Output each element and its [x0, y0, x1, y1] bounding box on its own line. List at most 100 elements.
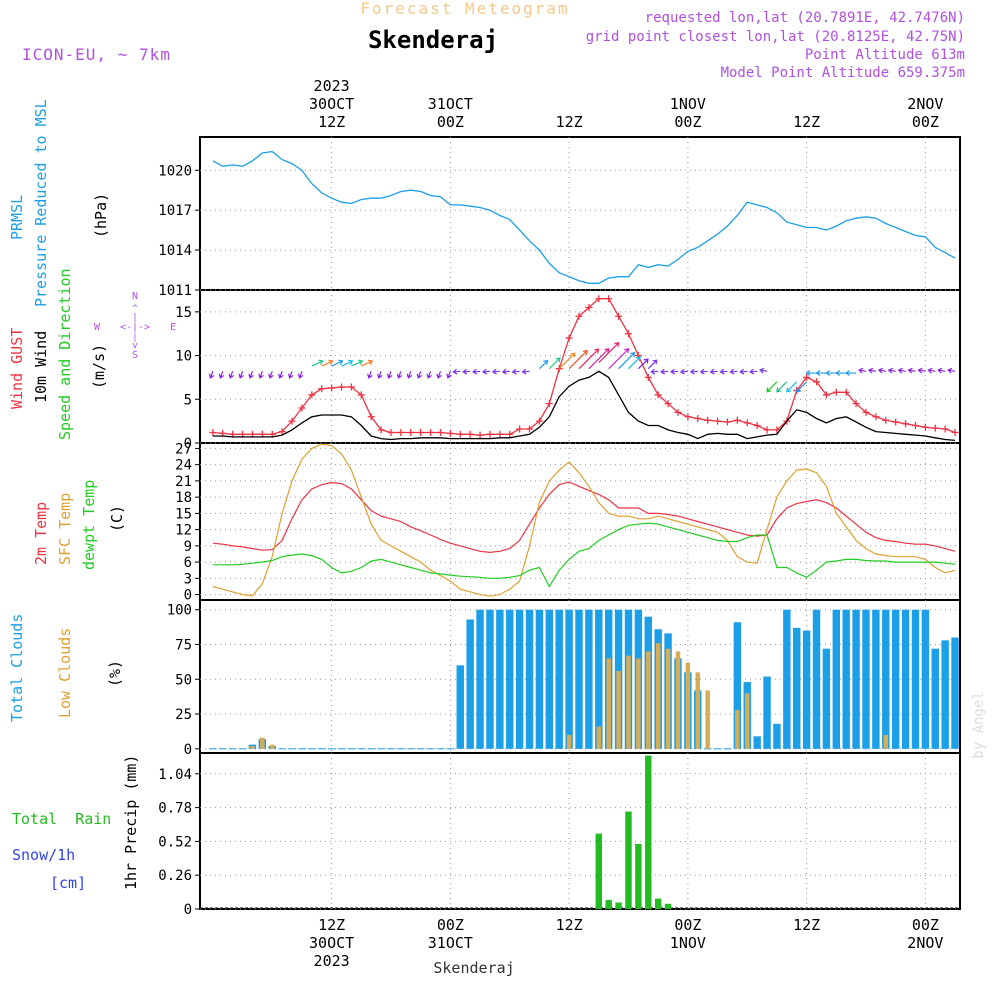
- total-cloud-bar: [891, 609, 900, 749]
- gust-point: [684, 413, 692, 421]
- ytick-label-clouds: 75: [175, 638, 192, 654]
- gust-point: [466, 430, 474, 438]
- low-cloud-bar: [665, 648, 671, 749]
- label-snow: Snow/1h: [12, 846, 75, 864]
- gust-point: [278, 428, 286, 436]
- label-sfc-temp: SFC Temp: [56, 493, 74, 565]
- gust-point: [526, 425, 534, 433]
- label-10m-wind: 10m Wind: [32, 331, 50, 403]
- gust-point: [209, 429, 217, 437]
- gust-point: [773, 426, 781, 434]
- low-cloud-bar: [616, 670, 621, 749]
- total-cloud-bar: [832, 609, 841, 749]
- bottom-time-label: 12Z: [318, 916, 345, 934]
- model-altitude: Model Point Altitude 659.375m: [721, 65, 965, 81]
- rain-bar: [654, 898, 662, 909]
- compass-rose: N S W E <-|-> ^ | | v: [94, 291, 176, 361]
- gust-point: [456, 430, 464, 438]
- total-cloud-bar: [862, 609, 870, 749]
- ytick-label-pressure: 1020: [158, 163, 192, 179]
- ytick-label-precip: 0: [184, 902, 192, 918]
- total-cloud-bar: [822, 648, 831, 749]
- wind-direction-arrow-icon: [729, 368, 738, 375]
- wind-direction-arrow-icon: [927, 367, 936, 374]
- compass-arrow-down-icon: v: [132, 341, 137, 351]
- wind-direction-arrow-icon: [578, 348, 600, 370]
- low-cloud-bar: [745, 693, 750, 749]
- model-label: ICON-EU, ~ 7km: [22, 45, 171, 64]
- gust-point: [882, 416, 890, 424]
- gust-point: [367, 413, 375, 421]
- gust-point: [664, 400, 672, 408]
- gust-point: [347, 383, 355, 391]
- wind-direction-arrow-icon: [709, 368, 718, 375]
- wind-direction-arrow-icon: [548, 357, 561, 370]
- label-snow-unit: [cm]: [50, 874, 86, 892]
- wind-direction-arrow-icon: [248, 371, 254, 379]
- gust-point: [417, 429, 425, 437]
- gust-point: [644, 373, 652, 381]
- low-cloud-bar: [596, 726, 602, 749]
- rain-bar: [605, 899, 612, 909]
- ytick-label-clouds: 50: [175, 672, 192, 688]
- compass-s: S: [132, 350, 138, 361]
- label-clouds-unit: (%): [106, 660, 124, 687]
- bottom-time-label: 1NOV: [670, 934, 706, 952]
- gust-point: [377, 426, 385, 434]
- gust-point: [862, 408, 870, 416]
- compass-n: N: [132, 291, 138, 302]
- gust-point: [387, 429, 395, 437]
- wind-direction-arrow-icon: [521, 368, 530, 375]
- gust-point: [842, 388, 850, 396]
- low-cloud-bar: [606, 658, 611, 749]
- wind-direction-arrow-icon: [491, 368, 500, 375]
- gust-point: [397, 429, 405, 437]
- low-cloud-bar: [646, 651, 651, 749]
- low-cloud-bar: [566, 734, 572, 749]
- wind-direction-arrow-icon: [558, 352, 576, 370]
- gust-point: [516, 425, 524, 433]
- top-time-label: 00Z: [674, 113, 701, 131]
- gust-point: [694, 415, 702, 423]
- wind-direction-arrow-icon: [539, 359, 549, 370]
- wind-direction-arrow-icon: [786, 381, 798, 393]
- total-cloud-bar: [842, 609, 850, 749]
- wind-direction-arrow-icon: [278, 371, 284, 379]
- gust-point: [436, 429, 444, 437]
- gust-point: [615, 312, 623, 320]
- series-10m-wind-line: [212, 370, 956, 442]
- top-time-label: 00Z: [437, 113, 464, 131]
- wind-direction-arrow-icon: [568, 349, 588, 370]
- ytick-label-temp: 12: [175, 523, 192, 539]
- total-cloud-bar: [901, 609, 910, 749]
- top-time-label: 00Z: [912, 113, 939, 131]
- forecast-title: Forecast Meteogram: [360, 0, 569, 18]
- gust-point: [763, 426, 771, 434]
- total-cloud-bar: [555, 609, 563, 749]
- wind-direction-arrow-icon: [321, 359, 334, 367]
- wind-direction-arrow-icon: [887, 367, 896, 374]
- wind-direction-arrow-icon: [937, 367, 946, 374]
- ytick-label-wind: 10: [175, 349, 192, 365]
- wind-direction-arrow-icon: [386, 371, 393, 379]
- chart-marks: [200, 150, 960, 909]
- footer-location: Skenderaj: [433, 959, 514, 977]
- wind-direction-arrow-icon: [377, 371, 383, 379]
- top-time-label: 12Z: [556, 113, 583, 131]
- label-2m-temp: 2m Temp: [32, 502, 50, 565]
- gust-point: [446, 429, 454, 437]
- low-cloud-bar: [883, 734, 889, 749]
- total-cloud-bar: [486, 609, 494, 749]
- ytick-label-temp: 21: [175, 474, 192, 490]
- total-cloud-bar: [882, 609, 890, 749]
- total-cloud-bar: [595, 609, 603, 749]
- bottom-time-label: 2NOV: [907, 934, 943, 952]
- compass-arrow-up-icon: ^: [132, 304, 138, 314]
- gust-point: [476, 431, 484, 439]
- wind-direction-arrow-icon: [825, 370, 837, 376]
- series-gust-line: [212, 298, 956, 436]
- ytick-label-pressure: 1017: [158, 203, 192, 219]
- gust-point: [595, 295, 603, 303]
- gust-point: [654, 391, 662, 399]
- wind-direction-arrow-icon: [426, 371, 433, 379]
